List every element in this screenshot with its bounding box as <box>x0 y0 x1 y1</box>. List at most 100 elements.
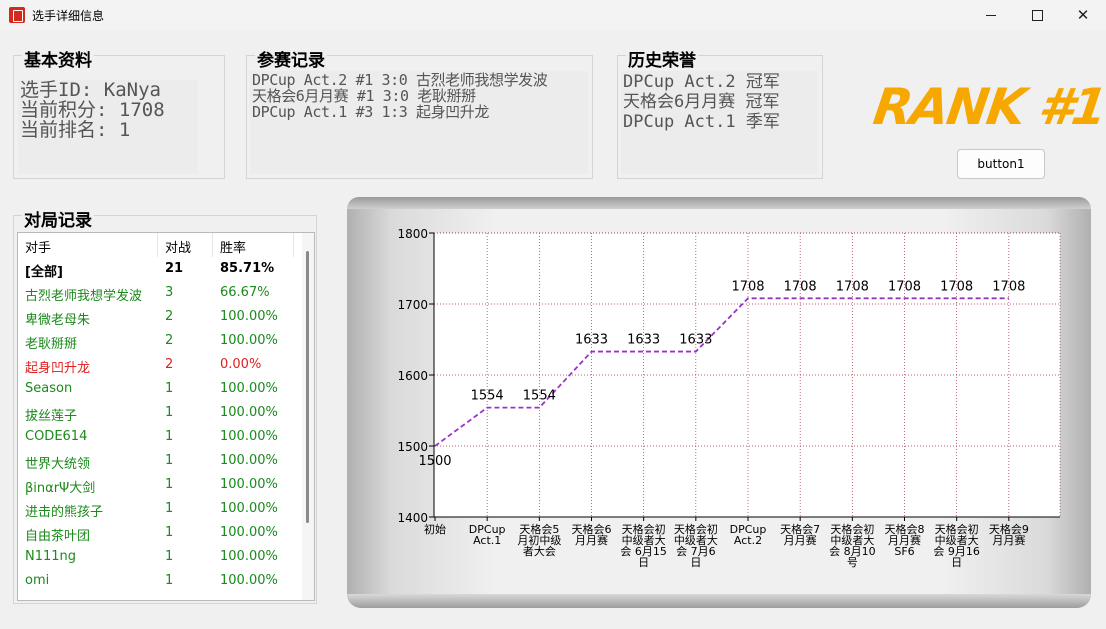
table-row[interactable]: 世界大统领 1 100.00% <box>18 449 302 473</box>
app-icon <box>9 7 25 23</box>
row-rate: 100.00% <box>220 381 278 396</box>
table-row[interactable]: 进击的熊孩子 1 100.00% <box>18 497 302 521</box>
table-row[interactable]: N111ng 1 100.00% <box>18 545 302 569</box>
x-tick-label: 天格会5 月初中级者大会 <box>517 522 561 558</box>
row-games: 1 <box>165 501 174 516</box>
basic-info-title: 基本资料 <box>22 46 94 71</box>
row-opponent: [全部] <box>25 265 63 280</box>
row-opponent: 进击的熊孩子 <box>25 505 104 520</box>
data-label: 1554 <box>523 389 556 404</box>
maximize-button[interactable] <box>1014 0 1060 30</box>
row-rate: 100.00% <box>220 501 278 516</box>
player-id: 选手ID: KaNya <box>20 79 161 101</box>
row-rate: 100.00% <box>220 453 278 468</box>
table-row[interactable]: 古烈老师我想学发波 3 66.67% <box>18 281 302 305</box>
window-title: 选手详细信息 <box>32 9 105 23</box>
x-tick-label: 初始 <box>424 522 446 536</box>
basic-info-box: 选手ID: KaNya 当前积分: 1708 当前排名: 1 <box>18 80 198 174</box>
row-opponent: 自由茶叶团 <box>25 529 91 544</box>
row-opponent: omi <box>25 573 50 588</box>
x-tick-label: 天格会6 月月赛 <box>572 522 612 547</box>
table-row[interactable]: 拔丝莲子 1 100.00% <box>18 401 302 425</box>
row-games: 3 <box>165 285 174 300</box>
row-rate: 100.00% <box>220 333 278 348</box>
row-games: 1 <box>165 405 174 420</box>
button1[interactable]: button1 <box>957 149 1045 179</box>
row-opponent: 老耿掰掰 <box>25 337 78 352</box>
table-row[interactable]: [全部] 21 85.71% <box>18 257 302 281</box>
y-tick-label: 1800 <box>397 227 428 241</box>
data-label: 1708 <box>731 279 764 294</box>
list-scrollbar[interactable] <box>302 233 314 600</box>
event-line-2: 天格会6月月赛 #1 3:0 老耿掰掰 <box>252 87 476 105</box>
basic-info-group <box>13 55 225 179</box>
data-label: 1708 <box>784 279 817 294</box>
event-line-3: DPCup Act.1 #3 1:3 起身凹升龙 <box>252 103 489 121</box>
data-label: 1554 <box>471 389 504 404</box>
series-line <box>434 297 1009 447</box>
close-button[interactable]: ✕ <box>1060 0 1106 30</box>
row-games: 1 <box>165 381 174 396</box>
honor-line-2: 天格会6月月赛 冠军 <box>623 92 780 112</box>
chart-panel: 1400 1500 1600 1700 1800 初始 DPCup Act.1 天格会5 月初中级… <box>347 197 1091 608</box>
x-tick-label: 天格会初中级者大会 7月6 日 <box>674 522 718 569</box>
data-label: 1500 <box>418 454 451 469</box>
row-rate: 100.00% <box>220 477 278 492</box>
row-rate: 100.00% <box>220 309 278 324</box>
table-row[interactable]: 老耿掰掰 2 100.00% <box>18 329 302 353</box>
row-rate: 0.00% <box>220 357 262 372</box>
minimize-icon <box>986 14 996 16</box>
list-header: 对手 对战 胜率 <box>18 233 302 257</box>
x-tick-label: 天格会8 月月赛 SF6 <box>885 522 925 558</box>
row-games: 1 <box>165 429 174 444</box>
table-row[interactable]: omi 1 100.00% <box>18 569 302 593</box>
y-tick-label: 1400 <box>397 511 428 525</box>
maximize-icon <box>1031 9 1043 21</box>
header-opponent[interactable]: 对手 <box>25 241 52 256</box>
data-label: 1708 <box>940 279 973 294</box>
row-games: 21 <box>165 261 184 276</box>
honors-title: 历史荣誉 <box>626 46 698 71</box>
x-tick-label: DPCup Act.2 <box>730 523 767 547</box>
x-tick-label: DPCup Act.1 <box>469 523 506 547</box>
row-opponent: CODE614 <box>25 429 88 444</box>
row-games: 2 <box>165 309 174 324</box>
table-row[interactable]: CODE614 1 100.00% <box>18 425 302 449</box>
matches-group <box>13 215 317 604</box>
row-rate: 100.00% <box>220 549 278 564</box>
y-tick-label: 1500 <box>397 440 428 454</box>
table-row[interactable]: 自由茶叶团 1 100.00% <box>18 521 302 545</box>
y-tick-label: 1600 <box>397 369 428 383</box>
row-opponent: βinαrΨ大剑 <box>25 481 96 496</box>
honors-box: DPCup Act.2 冠军 天格会6月月赛 冠军 DPCup Act.1 季军 <box>621 71 818 174</box>
row-rate: 100.00% <box>220 405 278 420</box>
header-rate[interactable]: 胜率 <box>220 241 247 256</box>
row-games: 1 <box>165 525 174 540</box>
row-games: 1 <box>165 549 174 564</box>
y-tick-label: 1700 <box>397 298 428 312</box>
table-row[interactable]: βinαrΨ大剑 1 100.00% <box>18 473 302 497</box>
row-rate: 85.71% <box>220 261 275 276</box>
current-rank: 当前排名: 1 <box>20 119 131 141</box>
data-label: 1708 <box>888 279 921 294</box>
match-list[interactable]: 对手 对战 胜率 [全部] 21 85.71% 古烈老师我想学发波 3 66.67% 卑微老… <box>17 232 315 601</box>
table-row[interactable]: Season 1 100.00% <box>18 377 302 401</box>
data-label: 1708 <box>836 279 869 294</box>
row-rate: 100.00% <box>220 573 278 588</box>
row-opponent: 拔丝莲子 <box>25 409 78 424</box>
rank-badge: RANK #1 <box>869 78 1106 136</box>
table-row[interactable]: 起身凹升龙 2 0.00% <box>18 353 302 377</box>
row-games: 1 <box>165 573 174 588</box>
row-opponent: 古烈老师我想学发波 <box>25 289 143 304</box>
row-opponent: 起身凹升龙 <box>25 361 91 376</box>
honors-group <box>617 55 823 179</box>
header-games[interactable]: 对战 <box>165 241 192 256</box>
honor-line-1: DPCup Act.2 冠军 <box>623 72 780 92</box>
x-tick-label: 天格会初中级者大会 9月16 日 <box>933 522 980 569</box>
row-opponent: Season <box>25 381 73 396</box>
row-games: 1 <box>165 453 174 468</box>
row-rate: 100.00% <box>220 525 278 540</box>
scrollbar-thumb[interactable] <box>306 251 309 523</box>
table-row[interactable]: 卑微老母朱 2 100.00% <box>18 305 302 329</box>
minimize-button[interactable] <box>968 0 1014 30</box>
